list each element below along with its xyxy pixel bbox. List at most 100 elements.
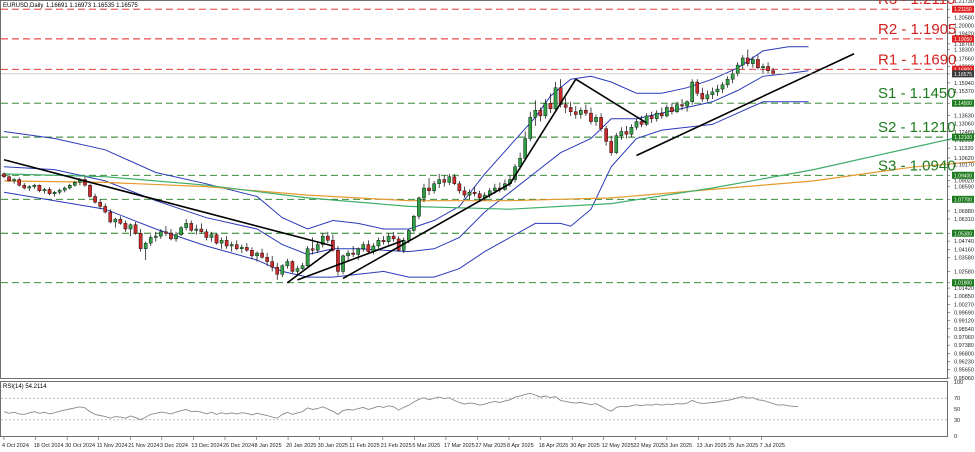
candle-body — [320, 235, 325, 245]
candle — [654, 110, 659, 122]
candle — [57, 188, 62, 195]
x-tick-label: 30 Jan 2025 — [318, 443, 348, 449]
time-axis[interactable]: 4 Oct 2024 18 Oct 2024 30 Oct 2024 11 Nov 2… — [2, 437, 785, 449]
candle — [579, 107, 583, 119]
candle-body — [710, 91, 715, 95]
candle-body — [614, 135, 619, 153]
candle — [245, 243, 249, 252]
candle-body — [670, 107, 674, 112]
candle-body — [735, 64, 740, 74]
candle — [543, 98, 548, 119]
candle-body — [255, 252, 259, 257]
candle-body — [548, 103, 553, 110]
candle-body — [184, 223, 188, 228]
candle — [381, 236, 386, 245]
candle — [472, 186, 477, 197]
x-tick-label: 17 Mar 2025 — [444, 443, 475, 449]
y-tick-label: 0.98540 — [954, 327, 974, 333]
candle — [300, 262, 305, 271]
x-tick-label: 13 Jun 2025 — [696, 443, 726, 449]
level-price-tag: 1.19050 — [952, 35, 974, 43]
y-tick-label: 1.12480 — [954, 130, 974, 136]
candle-body — [67, 184, 72, 189]
level-label: R1 - 1.1690 — [878, 51, 956, 68]
candle-body — [305, 248, 310, 266]
candle-body — [336, 250, 340, 272]
candle — [295, 265, 300, 276]
candle — [639, 115, 644, 128]
x-tick-label: 5 Mar 2025 — [412, 443, 440, 449]
candle-body — [568, 107, 573, 112]
level-price-tag: 1.16900 — [952, 65, 974, 73]
candle — [138, 229, 143, 252]
candle-body — [108, 211, 113, 223]
candle — [12, 178, 16, 184]
level-price-tag-bg — [952, 229, 974, 237]
candle — [619, 127, 624, 140]
candle — [123, 220, 128, 232]
candle — [108, 209, 113, 224]
candle — [533, 100, 538, 126]
candle-body — [412, 216, 416, 231]
y-tick-label: 1.09020 — [954, 179, 974, 185]
x-tick-label: 12 May 2025 — [602, 443, 634, 449]
x-tick-label: 4 Oct 2024 — [2, 443, 29, 449]
level-price-tag-text: 1.16900 — [954, 67, 972, 73]
candle-body — [7, 176, 11, 182]
candle-body — [219, 240, 224, 244]
level-label: R2 - 1.1905 — [878, 21, 956, 38]
y-tick-label: 1.02580 — [954, 270, 974, 276]
candle-body — [275, 266, 280, 275]
candle — [710, 87, 715, 99]
candle — [164, 226, 168, 237]
candle-body — [32, 184, 37, 187]
level-price-tag: 1.14500 — [952, 99, 974, 107]
candle — [462, 186, 467, 198]
candle-body — [103, 206, 107, 213]
rsi-line — [3, 392, 799, 421]
candle-body — [680, 104, 684, 107]
level-price-tag-text: 1.19050 — [954, 37, 972, 43]
candle — [265, 253, 269, 266]
moving-averages-layer — [3, 132, 975, 210]
trendline — [575, 78, 648, 124]
candle-body — [660, 112, 664, 117]
candle-body — [447, 176, 452, 183]
candle — [255, 251, 259, 262]
candle-body — [169, 233, 173, 240]
candle-body — [685, 101, 689, 107]
rsi-tick-label: 50 — [954, 407, 960, 413]
candle-body — [705, 94, 710, 100]
candle — [275, 262, 280, 280]
bollinger-middle-line — [3, 70, 809, 256]
level-price-tag-text: 1.01800 — [954, 281, 972, 287]
candle — [179, 226, 183, 237]
x-tick-label: 11 Feb 2025 — [349, 443, 379, 449]
candle — [437, 173, 441, 189]
candle-body — [209, 234, 214, 238]
level-label: S2 - 1.1210 — [878, 119, 956, 136]
level-price-tag-bg — [952, 279, 974, 287]
level-price-tag: 1.12100 — [952, 133, 974, 141]
candle-body — [462, 190, 467, 196]
candle-body — [113, 218, 118, 223]
y-tick-label: 0.97960 — [954, 335, 974, 341]
trendline — [3, 158, 334, 247]
x-tick-label: 21 Feb 2025 — [381, 443, 412, 449]
y-tick-label: 1.11900 — [954, 138, 973, 144]
candle-body — [629, 127, 634, 135]
candle — [118, 216, 123, 225]
candle — [93, 193, 97, 204]
horizontal-levels-layer — [1, 8, 947, 284]
x-tick-label: 30 Oct 2024 — [65, 443, 95, 449]
candle — [690, 79, 694, 105]
candle-body — [751, 59, 755, 64]
candle — [32, 183, 37, 189]
x-tick-label: 20 Jan 2025 — [286, 443, 316, 449]
candle — [548, 93, 553, 114]
candle — [528, 111, 533, 142]
candle — [756, 55, 760, 70]
candle-body — [690, 81, 694, 102]
candle-body — [133, 224, 138, 234]
y-tick-label: 0.97380 — [954, 343, 974, 349]
